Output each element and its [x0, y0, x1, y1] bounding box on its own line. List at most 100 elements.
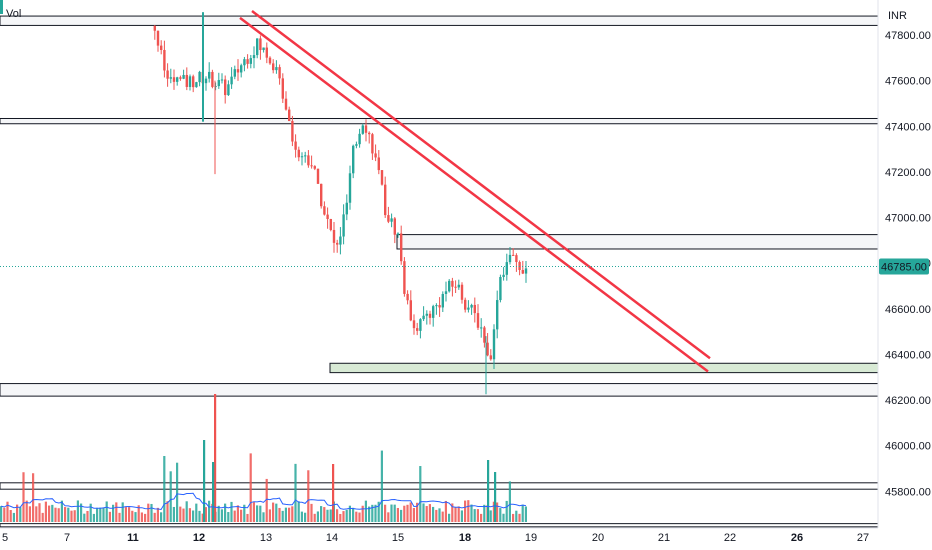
volume-bar [192, 510, 195, 522]
candle-body [160, 45, 163, 50]
candle-body [265, 47, 268, 58]
candle-body [521, 270, 524, 274]
price-tick-label: 45800.00 [885, 486, 931, 498]
volume-bar [387, 512, 390, 522]
volume-bar [444, 500, 447, 522]
candle-body [441, 293, 444, 308]
candle-body [505, 262, 508, 275]
volume-bar [300, 511, 303, 522]
volume-bar [448, 513, 451, 522]
volume-bar [137, 505, 140, 522]
candle-body [329, 219, 332, 230]
volume-bar [467, 500, 470, 522]
volume-bar [502, 513, 505, 522]
candle-body [275, 67, 278, 71]
zone-46340 [329, 362, 879, 374]
time-tick-label: 14 [326, 532, 338, 544]
volume-bar [67, 507, 70, 522]
price-tick-label: 46000.00 [885, 441, 931, 453]
volume-bar [374, 504, 377, 522]
price-tick-label: 47000.00 [885, 213, 931, 225]
volume-bar [400, 509, 403, 522]
time-tick-label: 7 [64, 532, 70, 544]
candle-body [211, 71, 214, 87]
volume-bar [358, 512, 361, 522]
volume-bar [291, 506, 294, 522]
volume-bar [377, 501, 380, 522]
candle-body [444, 291, 448, 294]
volume-bar [12, 512, 15, 522]
volume-bar [140, 512, 143, 522]
volume-bar [470, 504, 473, 522]
candle-body [483, 327, 486, 343]
volume-bar [272, 502, 275, 522]
volume-bar [54, 507, 57, 522]
volume-bar [179, 506, 182, 522]
volume-bar [230, 501, 233, 522]
volume-bar [112, 504, 115, 522]
volume-bar [384, 504, 387, 522]
volume-bar [313, 513, 316, 522]
volume-bar [70, 510, 73, 522]
candle-body [384, 184, 387, 216]
volume-bar [51, 504, 54, 522]
volume-bar [352, 507, 355, 522]
candle-body [400, 233, 403, 262]
volume-bar [48, 505, 51, 522]
volume-bar [252, 502, 255, 522]
volume-bar [460, 510, 463, 522]
volume-bar [124, 507, 127, 522]
volume-bar [214, 394, 217, 522]
volume-bar [473, 509, 476, 522]
time-axis[interactable]: 5 7 11 12 13 14 15 18 19 20 21 22 26 27 [2, 532, 869, 544]
candle-body [358, 133, 361, 145]
candle-body [166, 70, 169, 79]
price-tick-label: 46400.00 [885, 349, 931, 361]
volume-bar [188, 508, 191, 522]
candle-body [448, 280, 451, 292]
candle-body [294, 141, 297, 150]
volume-bar [393, 504, 396, 522]
candle-body [339, 236, 342, 245]
volume-bar [172, 506, 175, 522]
candle-body [355, 144, 358, 146]
candle-body [390, 218, 393, 222]
volume-bar [92, 513, 95, 522]
candle-body [224, 79, 227, 96]
candle-body [412, 320, 416, 329]
volume-bar [512, 513, 515, 522]
candle-body [457, 284, 460, 288]
volume-bar [131, 510, 134, 522]
candle-body [512, 254, 515, 256]
volume-bar [345, 509, 348, 522]
volume-bar [403, 505, 406, 522]
volume-bar [201, 513, 204, 522]
candle-body [281, 78, 284, 99]
volume-bar [169, 471, 172, 522]
volume-bar [102, 507, 105, 522]
volume-bar [3, 507, 6, 522]
time-tick-label: 18 [459, 532, 471, 544]
candle-body [246, 59, 249, 64]
candle-body [499, 277, 502, 301]
volume-bar [489, 510, 492, 522]
volume-bar [41, 512, 44, 522]
volume-bar [487, 460, 490, 522]
candle-body [179, 77, 182, 79]
volume-bar [0, 506, 3, 522]
candle-body [403, 261, 406, 294]
volume-bar [195, 503, 198, 522]
volume-bar [25, 500, 28, 522]
candle-body [208, 71, 211, 79]
volume-bar [422, 503, 425, 522]
candle-body [428, 313, 432, 318]
candle-body [313, 166, 316, 169]
candle-body [284, 98, 288, 110]
candle-body [451, 280, 454, 287]
candle-body [307, 155, 310, 166]
candle-body [297, 149, 300, 158]
volume-bar [364, 500, 367, 522]
candle-body [233, 69, 236, 77]
trendline-lower [239, 16, 709, 373]
